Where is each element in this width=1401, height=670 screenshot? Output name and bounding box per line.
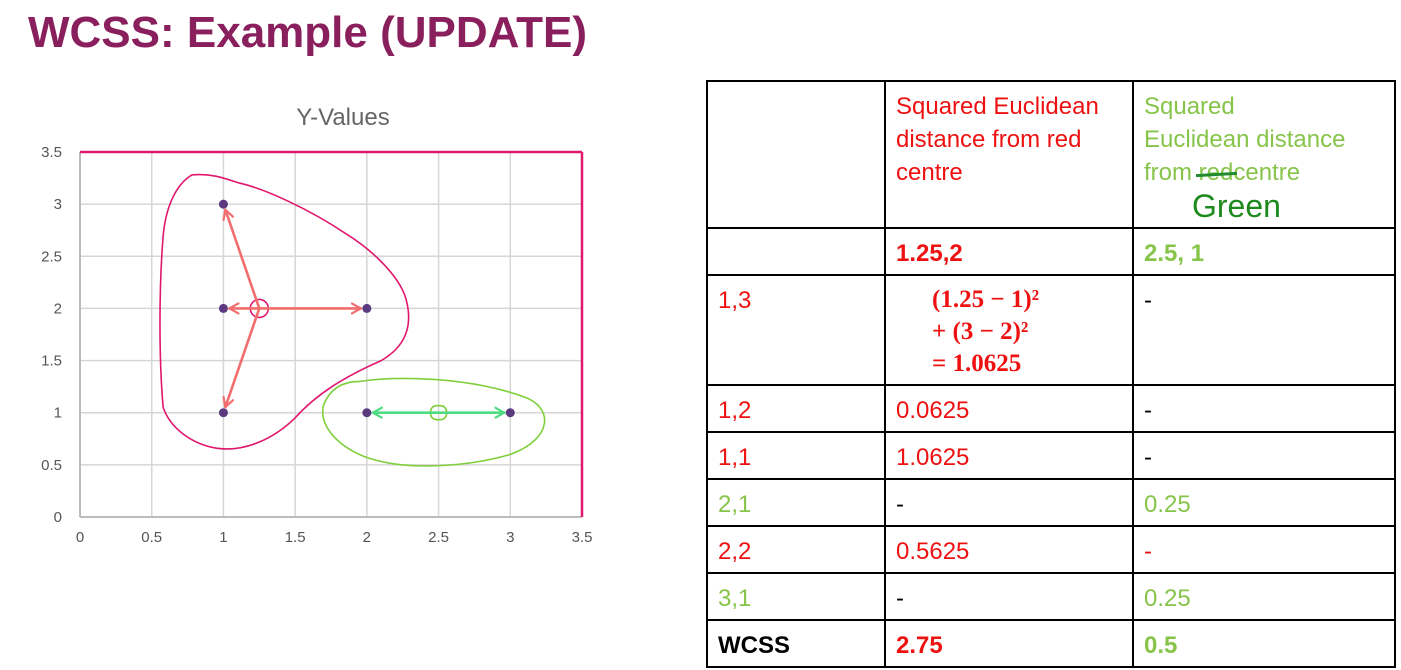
wcss-green-total: 0.5 <box>1132 619 1396 668</box>
x-tick-label: 0 <box>76 529 84 546</box>
y-tick-label: 1 <box>54 405 62 422</box>
red-distance-formula: (1.25 − 1)² + (3 − 2)² = 1.0625 <box>884 274 1134 386</box>
red-distance-arrow <box>225 208 261 310</box>
wcss-table: Squared Euclidean distance from red cent… <box>706 80 1396 668</box>
green-distance-cell: - <box>1132 384 1396 433</box>
point-cell: 1,1 <box>706 431 886 480</box>
data-points <box>218 199 515 418</box>
x-tick-label: 2 <box>363 529 371 546</box>
data-point <box>362 303 372 313</box>
header-green-line1: Squared <box>1144 93 1235 120</box>
wcss-label: WCSS <box>706 619 886 668</box>
red-distance-cell: - <box>884 572 1134 621</box>
header-empty-cell <box>706 80 886 229</box>
centres-empty-cell <box>706 227 886 276</box>
red-distance-cell: 1.0625 <box>884 431 1134 480</box>
point-cell: 1,2 <box>706 384 886 433</box>
table-row: 2,1 - 0.25 <box>706 478 1396 527</box>
header-red-distance: Squared Euclidean distance from red cent… <box>884 80 1134 229</box>
point-cell: 1,3 <box>706 274 886 386</box>
green-distance-cell: - <box>1132 525 1396 574</box>
data-point <box>362 408 372 418</box>
table-row: 1,2 0.0625 - <box>706 384 1396 433</box>
formula-line-1: (1.25 − 1)² <box>932 286 1040 313</box>
red-distance-arrow <box>225 307 261 409</box>
chart-svg: Y-Values 00 0.5 0.5 1 1 1.5 1.5 2 2 2.5 2.5 3 3 3.5 3.5 <box>41 104 592 546</box>
table-row: 2,2 0.5625 - <box>706 525 1396 574</box>
y-tick-label: 0 <box>54 509 62 526</box>
y-tick-label: 2 <box>54 300 62 317</box>
red-distance-cell: 0.5625 <box>884 525 1134 574</box>
y-tick-label: 3.5 <box>41 144 62 161</box>
y-tick-label: 1.5 <box>41 353 62 370</box>
cluster-outlines <box>159 173 546 467</box>
centres-row: 1.25,2 2.5, 1 <box>706 227 1396 276</box>
data-point <box>218 408 228 418</box>
green-distance-cell: - <box>1132 431 1396 480</box>
table-row: 1,1 1.0625 - <box>706 431 1396 480</box>
data-point <box>505 408 515 418</box>
data-point <box>218 199 228 209</box>
tick-labels: Y-Values 00 0.5 0.5 1 1 1.5 1.5 2 2 2.5 2.5 3 3 3.5 3.5 <box>41 104 592 546</box>
green-distance-cell: 0.25 <box>1132 572 1396 621</box>
y-tick-label: 2.5 <box>41 248 62 265</box>
x-tick-label: 2.5 <box>428 529 449 546</box>
slide-title: WCSS: Example (UPDATE) <box>28 8 588 57</box>
header-green-from: from <box>1144 159 1192 186</box>
x-tick-label: 0.5 <box>141 529 162 546</box>
green-distance-cell: - <box>1132 274 1396 386</box>
header-green-tail: centre <box>1233 159 1301 186</box>
point-cell: 2,2 <box>706 525 886 574</box>
struck-red-word: red <box>1198 159 1234 186</box>
handwritten-green-note: Green <box>1192 188 1281 224</box>
formula-line-2: + (3 − 2)² <box>932 318 1029 345</box>
point-cell: 3,1 <box>706 572 886 621</box>
header-green-line2: Euclidean distance <box>1144 126 1346 153</box>
y-tick-label: 0.5 <box>41 457 62 474</box>
data-point <box>218 303 228 313</box>
wcss-red-total: 2.75 <box>884 619 1134 668</box>
header-green-distance: Squared Euclidean distance from redcentr… <box>1132 80 1396 229</box>
green-cluster-outline <box>321 377 546 467</box>
x-tick-label: 1.5 <box>285 529 306 546</box>
x-tick-label: 3.5 <box>572 529 593 546</box>
x-tick-label: 1 <box>219 529 227 546</box>
red-centre-value: 1.25,2 <box>884 227 1134 276</box>
green-centre-value: 2.5, 1 <box>1132 227 1396 276</box>
table-row: 1,3 (1.25 − 1)² + (3 − 2)² = 1.0625 - <box>706 274 1396 386</box>
scatter-chart: Y-Values 0 0 0.5 0.5 1 1 1.5 1.5 2 2 2.5 2.5 3 3 3.5 3.5 <box>0 95 640 565</box>
red-distance-cell: - <box>884 478 1134 527</box>
table-row: 3,1 - 0.25 <box>706 572 1396 621</box>
chart-title: Y-Values <box>296 104 389 131</box>
red-cluster-outline <box>159 173 410 450</box>
y-tick-label: 3 <box>54 196 62 213</box>
green-distance-cell: 0.25 <box>1132 478 1396 527</box>
point-cell: 2,1 <box>706 478 886 527</box>
formula-line-3: = 1.0625 <box>932 350 1022 377</box>
table-header-row: Squared Euclidean distance from red cent… <box>706 80 1396 229</box>
wcss-row: WCSS 2.75 0.5 <box>706 619 1396 668</box>
red-distance-cell: 0.0625 <box>884 384 1134 433</box>
x-tick-label: 3 <box>506 529 514 546</box>
grid-layer <box>79 150 584 518</box>
distance-arrows <box>225 208 506 413</box>
